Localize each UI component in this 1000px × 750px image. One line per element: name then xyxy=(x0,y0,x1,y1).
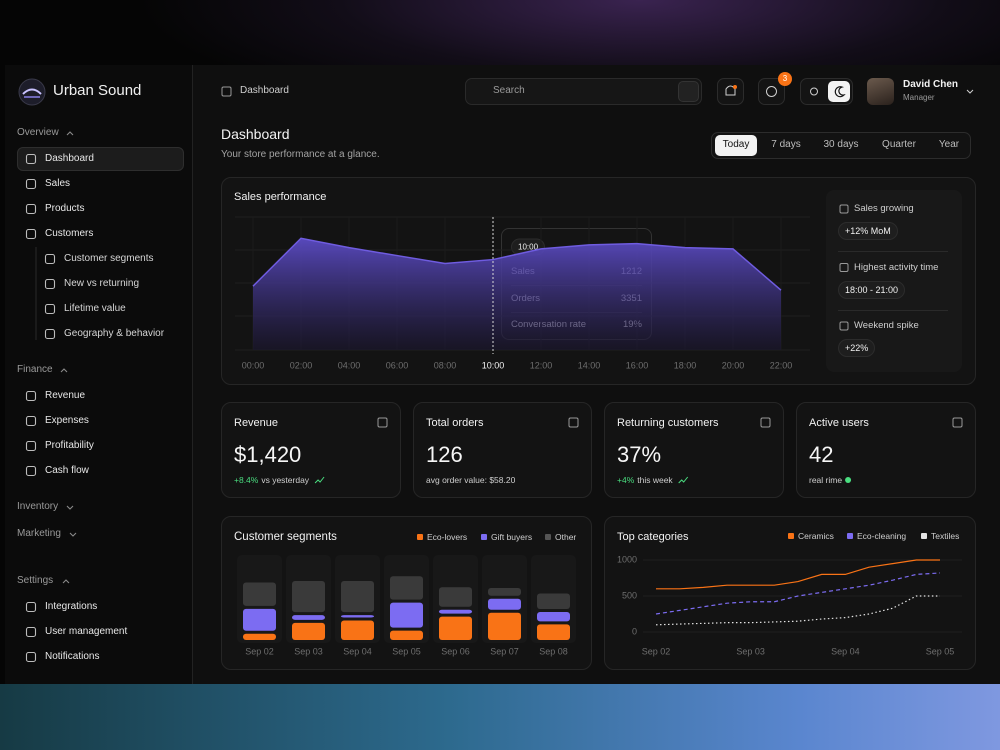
divider xyxy=(511,285,642,286)
search-placeholder: Search xyxy=(493,85,525,96)
insight-label: Highest activity time xyxy=(854,261,939,273)
legend-label: Textiles xyxy=(931,531,960,541)
nav-item[interactable]: Integrations xyxy=(45,601,98,612)
kpi-change: +4% xyxy=(617,475,635,485)
insight-label: Weekend spike xyxy=(854,320,919,331)
divider xyxy=(838,251,948,252)
kpi-value: 126 xyxy=(426,442,463,467)
range-tab[interactable]: Today xyxy=(722,139,750,150)
kpi-title: Active users xyxy=(809,417,869,429)
card-title: Customer segments xyxy=(234,531,337,543)
kpi-title: Total orders xyxy=(426,417,484,429)
tooltip-label: Conversation rate xyxy=(511,319,586,330)
legend-label: Eco-lovers xyxy=(427,532,468,542)
notification-button[interactable] xyxy=(717,78,744,105)
nav-item[interactable]: Profitability xyxy=(45,440,94,451)
legend-label: Eco-cleaning xyxy=(857,531,907,541)
brand-name: Urban Sound xyxy=(53,82,142,99)
legend-label: Gift buyers xyxy=(491,532,533,542)
nav-active xyxy=(17,147,184,171)
tooltip-value: 3351 xyxy=(620,292,642,304)
kpi-card xyxy=(221,402,401,498)
kpi-value: 37% xyxy=(617,442,662,467)
nav-item[interactable]: Notifications xyxy=(45,651,100,662)
tooltip-time: 10:00 xyxy=(511,238,546,256)
tooltip-label: Orders xyxy=(511,292,541,304)
card-title: Sales performance xyxy=(234,191,327,203)
insight-label: Sales growing xyxy=(854,203,914,214)
kpi-value: $1,420 xyxy=(234,442,302,467)
sidebar: Urban Sound Overview Dashboard Sales Produc… xyxy=(5,65,193,684)
range-tab[interactable]: 30 days xyxy=(823,139,859,150)
nav-group-title[interactable]: Overview xyxy=(17,127,59,138)
kpi-card xyxy=(413,402,592,498)
nav-subitem[interactable]: New vs returning xyxy=(64,278,140,289)
insight-chip: +12% MoM xyxy=(838,222,898,240)
kpi-card xyxy=(604,402,784,498)
nav-subitem[interactable]: Geography & behavior xyxy=(64,328,165,339)
badge xyxy=(778,72,792,86)
kpi-note: real rime xyxy=(809,475,843,485)
kpi-note: avg order value: $58.20 xyxy=(426,475,516,485)
theme-dark-active[interactable] xyxy=(828,81,850,102)
divider xyxy=(838,309,948,311)
nav-subitem[interactable]: Customer segments xyxy=(64,253,154,264)
divider xyxy=(511,311,642,313)
kpi-title: Returning customers xyxy=(617,417,719,429)
kpi-note: this week xyxy=(637,475,673,485)
insight-chip: 18:00 - 21:00 xyxy=(838,280,906,299)
tooltip: 10:00 Sales 1212 Orders 3351 Conversation rat… xyxy=(501,228,652,340)
nav-item[interactable]: Revenue xyxy=(45,390,86,401)
range-tab[interactable]: 7 days xyxy=(771,139,801,150)
tooltip-value: 1212 xyxy=(620,266,642,277)
kpi-title: Revenue xyxy=(234,417,279,429)
nav-subitem[interactable]: Lifetime value xyxy=(64,303,126,314)
user-name: David Chen xyxy=(903,79,959,90)
page-subtitle: Your store performance at a glance. xyxy=(221,149,380,160)
range-tab-active[interactable] xyxy=(715,135,757,156)
shortcut-key xyxy=(678,81,699,102)
kpi-note: vs yesterday xyxy=(261,475,310,485)
backdrop xyxy=(0,684,1000,750)
nav-item[interactable]: Dashboard xyxy=(45,153,94,164)
nav-group-title[interactable]: Marketing xyxy=(17,528,61,539)
page-title: Dashboard xyxy=(221,126,290,142)
tooltip-value: 19% xyxy=(622,319,642,330)
avatar xyxy=(867,78,894,105)
nav-item[interactable]: Sales xyxy=(45,178,71,189)
breadcrumb: Dashboard xyxy=(240,85,289,96)
nav-group-title[interactable]: Finance xyxy=(17,364,53,375)
nav-item[interactable]: User management xyxy=(45,626,128,637)
tooltip-label: Sales xyxy=(511,266,535,277)
range-tab[interactable]: Quarter xyxy=(882,139,916,150)
search-box[interactable] xyxy=(465,78,702,105)
badge-count: 3 xyxy=(782,74,788,83)
user-role: Manager xyxy=(903,93,935,102)
kpi-value: 42 xyxy=(809,442,834,467)
nav-group-title[interactable]: Inventory xyxy=(17,501,59,512)
kpi-card xyxy=(796,402,976,498)
nav-item[interactable]: Products xyxy=(45,203,85,214)
insight-chip: +22% xyxy=(838,339,876,357)
brand-logo xyxy=(18,78,46,106)
range-tab[interactable]: Year xyxy=(938,139,960,150)
legend-label: Other xyxy=(555,532,577,542)
nav-group-title[interactable]: Settings xyxy=(17,575,54,586)
kpi-change: +8.4% xyxy=(234,475,259,485)
legend-label: Ceramics xyxy=(798,531,834,541)
nav-item[interactable]: Customers xyxy=(45,228,94,239)
nav-item[interactable]: Expenses xyxy=(45,415,89,426)
nav-item[interactable]: Cash flow xyxy=(45,465,89,476)
card-title: Top categories xyxy=(617,531,689,543)
